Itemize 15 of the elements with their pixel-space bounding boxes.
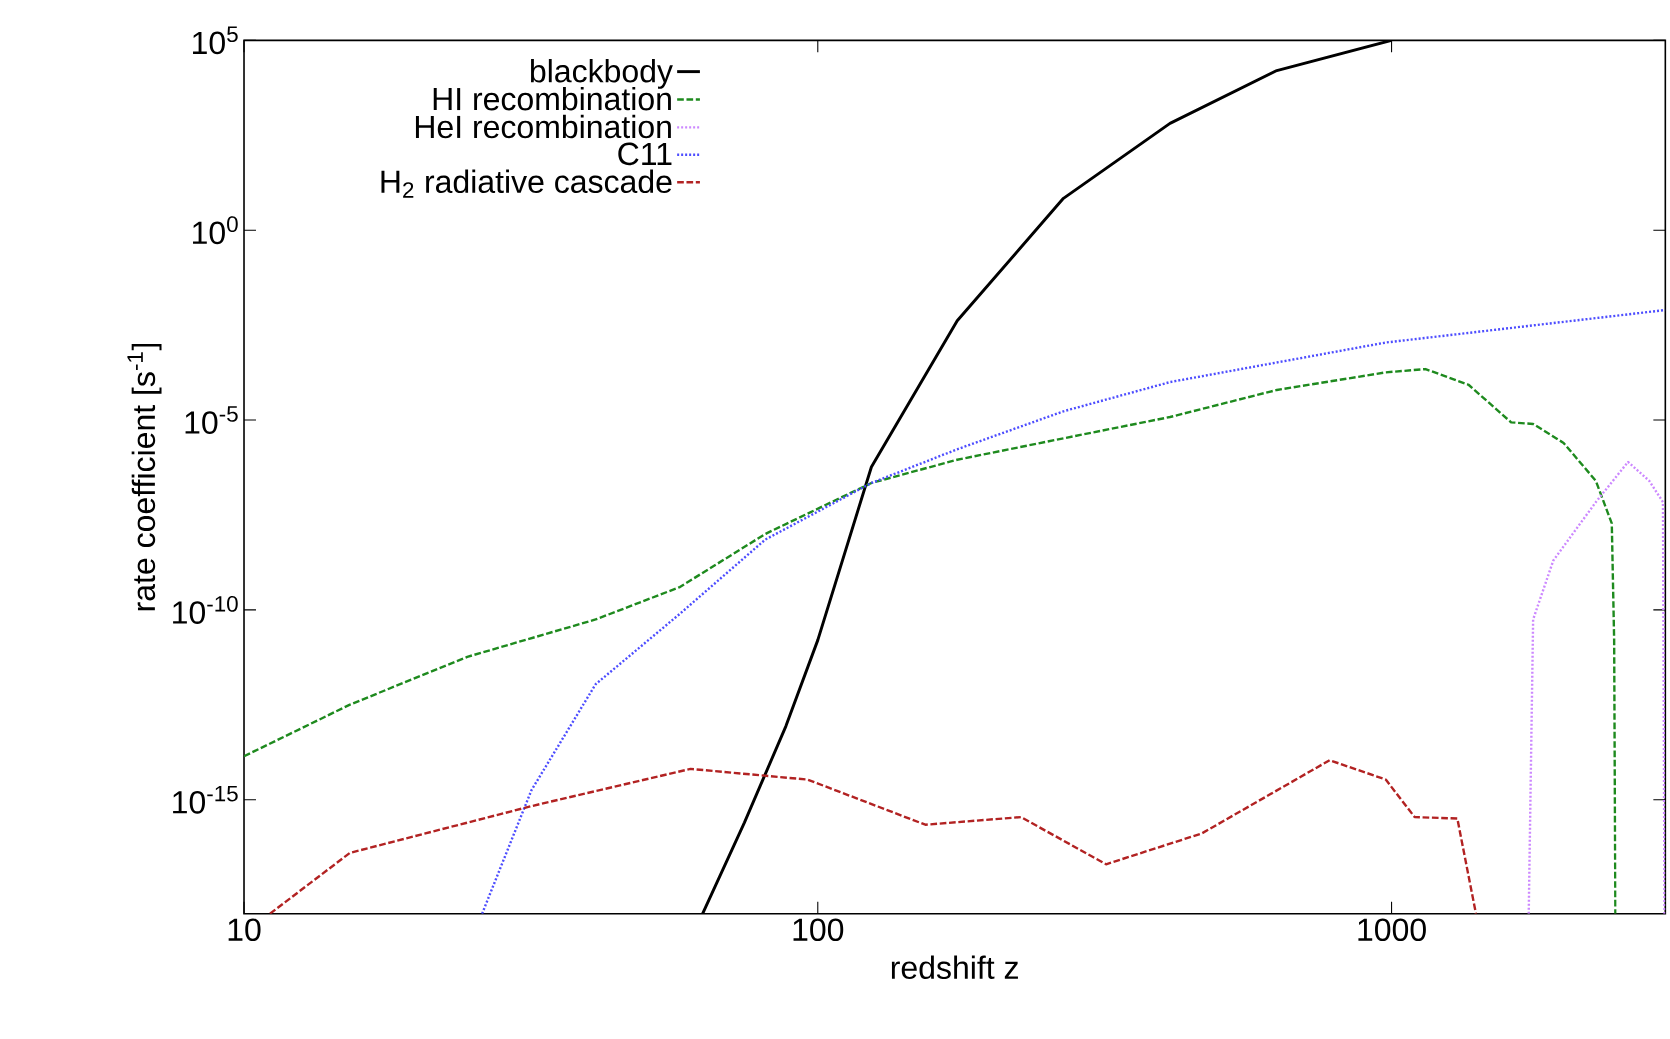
legend-label: HeI recombination	[415, 114, 671, 139]
legend-label: C11	[618, 142, 672, 166]
y-tick-label: 10$^{-10}$	[173, 595, 238, 624]
x-tick-label: 1000	[1358, 918, 1426, 942]
x-tick-label: 10	[228, 918, 261, 942]
y-tick-label: 10$^{5}$	[193, 26, 238, 55]
legend-label: blackbody	[530, 59, 673, 89]
legend-label: H$_{2}$ radiative cascade	[381, 169, 672, 198]
y-tick-label: 10$^{-15}$	[173, 785, 238, 814]
x-tick-label: 100	[793, 918, 844, 942]
y-tick-label: 10$^{-5}$	[185, 406, 238, 434]
y-tick-label: 10$^{0}$	[193, 216, 238, 245]
x-axis-title: redshift z	[891, 955, 1018, 980]
legend-label: HI recombination	[433, 86, 671, 111]
y-axis-title: rate coefficient [s$^{-1}$]	[127, 343, 162, 611]
